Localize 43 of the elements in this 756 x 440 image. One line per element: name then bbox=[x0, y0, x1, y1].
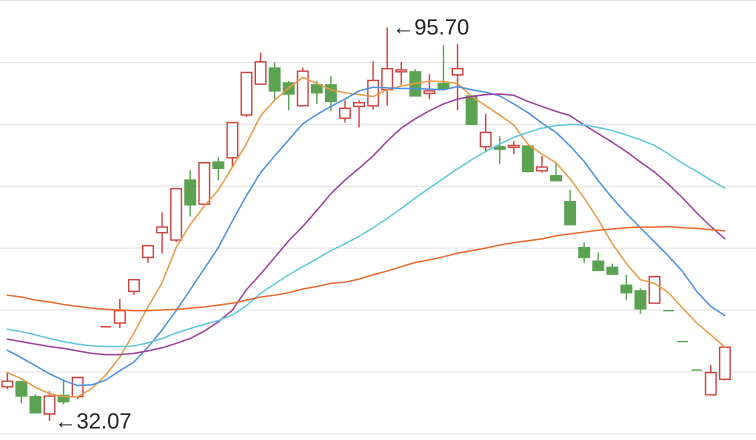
candlestick bbox=[268, 62, 281, 100]
candlestick bbox=[240, 72, 252, 118]
candlestick bbox=[296, 66, 309, 107]
candlestick bbox=[423, 74, 436, 100]
candlestick bbox=[339, 100, 351, 124]
candlestick bbox=[704, 364, 717, 396]
candlestick bbox=[606, 262, 618, 275]
candlestick bbox=[395, 61, 408, 86]
candlestick bbox=[578, 242, 590, 264]
candlestick bbox=[718, 346, 731, 382]
candlestick bbox=[170, 188, 182, 243]
candlestick bbox=[381, 26, 394, 107]
candlestick bbox=[648, 276, 660, 304]
candlestick bbox=[128, 279, 140, 296]
candlestick bbox=[156, 212, 168, 254]
candlestick bbox=[353, 100, 366, 128]
candlestick bbox=[15, 380, 28, 404]
candlestick bbox=[254, 52, 267, 85]
candlestick bbox=[324, 75, 337, 112]
candlestick bbox=[114, 298, 126, 329]
candlestick bbox=[592, 252, 604, 272]
candlestick bbox=[508, 140, 520, 155]
candlestick bbox=[438, 44, 450, 90]
candlestick bbox=[212, 156, 224, 181]
candlestick bbox=[44, 390, 56, 422]
candlestick bbox=[564, 189, 576, 226]
candlestick bbox=[452, 43, 464, 111]
candlestick bbox=[536, 155, 548, 174]
annotation: ←95.70 bbox=[392, 14, 470, 40]
annotation: ←32.07 bbox=[54, 408, 132, 434]
candlestick bbox=[198, 162, 210, 205]
candlestick bbox=[142, 244, 154, 264]
candlestick bbox=[184, 169, 196, 218]
candlestick bbox=[620, 274, 632, 301]
candlestick bbox=[466, 95, 478, 126]
candlestick bbox=[494, 135, 506, 165]
candlestick bbox=[310, 80, 323, 105]
candlestick bbox=[29, 394, 42, 414]
candlestick bbox=[522, 145, 534, 174]
candlestick bbox=[634, 288, 646, 314]
candlestick bbox=[480, 113, 492, 152]
candlestick bbox=[226, 122, 238, 168]
candlestick bbox=[550, 162, 562, 182]
